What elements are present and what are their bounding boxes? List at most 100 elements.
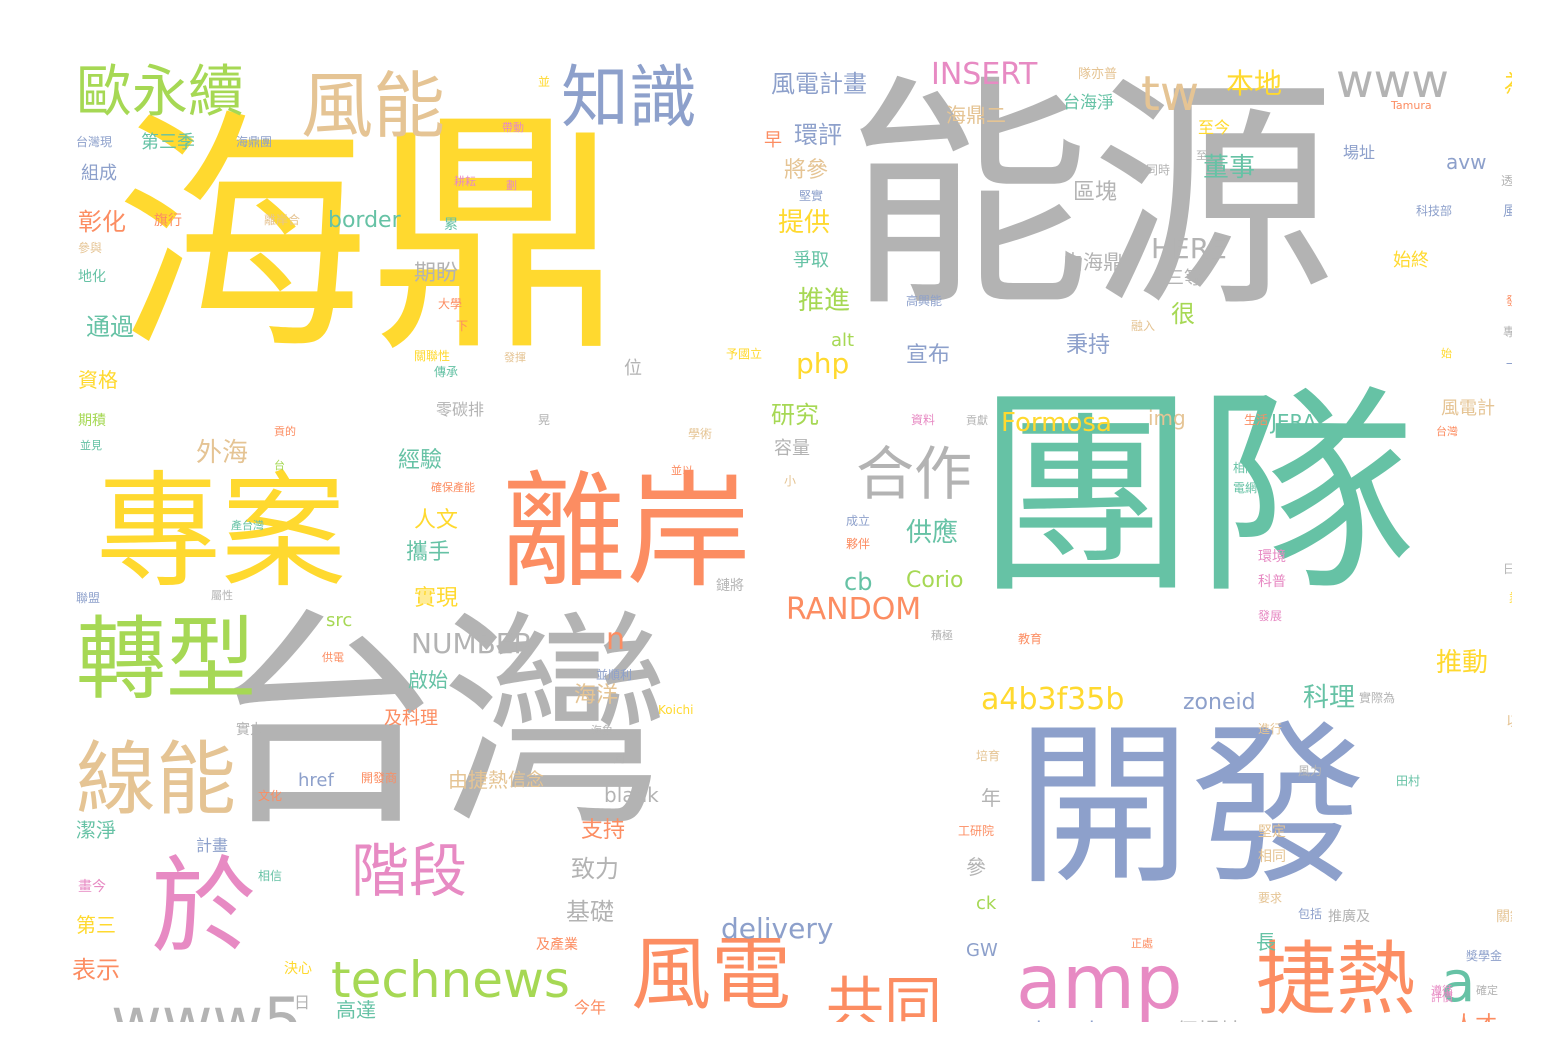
- cloud-word: 關鍵: [1496, 909, 1512, 925]
- cloud-word: 容量: [774, 438, 810, 459]
- cloud-word: 海洋: [574, 683, 619, 708]
- cloud-word: 風電計: [1441, 398, 1495, 419]
- cloud-word: 啟始: [408, 668, 448, 692]
- cloud-word: 推進: [798, 286, 851, 316]
- cloud-word: 零碳排: [436, 400, 485, 419]
- cloud-word: ck: [976, 893, 997, 914]
- cloud-word: 海鼎二: [946, 103, 1006, 127]
- cloud-word: 表示: [72, 956, 120, 984]
- cloud-word: 團隊: [976, 367, 1417, 623]
- cloud-word: zoneid: [1183, 690, 1256, 715]
- cloud-word: 及產業: [536, 937, 578, 953]
- cloud-word: 發揮: [504, 351, 526, 364]
- cloud-word: 一同: [601, 751, 626, 765]
- cloud-word: 早: [764, 130, 782, 151]
- cloud-word: 參與: [78, 241, 103, 255]
- cloud-word: HERE: [1151, 232, 1227, 265]
- cloud-word: 始: [1441, 347, 1452, 360]
- cloud-word: 學術: [688, 427, 713, 441]
- cloud-word: 供應: [906, 518, 959, 548]
- cloud-word: 信念: [508, 770, 544, 791]
- cloud-word: 海鼎團: [236, 135, 273, 149]
- cloud-word: 本地: [1226, 67, 1283, 100]
- cloud-word: 發展: [1258, 609, 1283, 623]
- cloud-word: 成立: [846, 514, 871, 528]
- cloud-word: 並見: [80, 439, 102, 452]
- cloud-word: 包括: [1298, 907, 1323, 921]
- cloud-word: 確保產能: [431, 481, 475, 494]
- cloud-word: 耕耘: [454, 175, 476, 188]
- cloud-word: 劃: [506, 179, 517, 192]
- cloud-word: href: [298, 770, 334, 791]
- cloud-word: 由捷熱: [448, 768, 508, 792]
- cloud-word: 隊亦普: [1078, 67, 1118, 82]
- cloud-word: NUMBER: [411, 627, 533, 660]
- cloud-word: 透過: [1501, 174, 1512, 188]
- cloud-word: 及科理: [384, 708, 438, 729]
- cloud-word: 致力: [571, 855, 619, 883]
- cloud-word: 線能: [76, 733, 236, 826]
- cloud-word: 小: [784, 474, 797, 488]
- cloud-word: 彰化: [78, 208, 126, 236]
- cloud-word: 開發: [1016, 706, 1366, 909]
- cloud-word: 實現: [414, 586, 459, 611]
- cloud-word: 由海鼎: [1063, 250, 1123, 274]
- cloud-word: a: [1441, 950, 1476, 1015]
- cloud-word: 遵循: [1431, 984, 1453, 997]
- cloud-word: 台灣現: [76, 135, 113, 149]
- cloud-word: 參: [966, 855, 986, 879]
- cloud-word: 潔淨: [76, 818, 116, 842]
- cloud-word: 場址: [1343, 143, 1376, 162]
- cloud-word: www: [1336, 54, 1449, 108]
- cloud-word: src: [326, 610, 353, 631]
- cloud-word: 環評: [794, 121, 842, 149]
- cloud-word: 專注: [1503, 325, 1512, 339]
- cloud-word: 至: [1196, 149, 1207, 162]
- cloud-word: 推廣及: [1328, 909, 1370, 925]
- cloud-word: 資料: [911, 413, 936, 427]
- cloud-word: tw: [1141, 66, 1200, 122]
- cloud-word: 相同: [1258, 849, 1286, 865]
- cloud-word: 宣布: [906, 343, 951, 368]
- cloud-word: a4b3f35b: [981, 682, 1125, 717]
- cloud-word: 海鼎: [114, 89, 625, 386]
- cloud-word: 專案: [96, 460, 346, 605]
- cloud-word: 實力: [236, 722, 264, 738]
- cloud-word: 日: [294, 993, 311, 1012]
- cloud-word: 評價: [1431, 991, 1453, 1004]
- cloud-word: 教育: [1018, 632, 1043, 646]
- cloud-word: 能源: [846, 55, 1336, 340]
- cloud-word: 實際為: [1359, 691, 1396, 705]
- cloud-word: 於: [151, 846, 257, 968]
- cloud-word: 攜手: [406, 540, 451, 565]
- cloud-word: 風電計畫: [771, 70, 867, 98]
- cloud-word: 積極: [931, 629, 953, 642]
- cloud-word: 捷熱: [1256, 933, 1416, 1022]
- cloud-word: 支持: [581, 818, 626, 843]
- cloud-word: 一路: [1506, 358, 1512, 370]
- cloud-word: 以長: [1506, 715, 1512, 729]
- cloud-word: 同時: [1146, 163, 1171, 177]
- cloud-word: 相關: [1233, 461, 1258, 475]
- cloud-word: 台灣: [1436, 425, 1458, 438]
- cloud-word: RANDOM: [786, 592, 922, 627]
- cloud-word: 地化: [78, 269, 106, 285]
- cloud-word: 研究: [771, 401, 819, 429]
- cloud-word: 確定: [1476, 984, 1498, 997]
- cloud-word: GW: [966, 940, 998, 961]
- cloud-word: 工研院: [958, 824, 995, 838]
- cloud-word: php: [796, 347, 850, 380]
- cloud-word: 期盼: [414, 261, 459, 286]
- cloud-word: 基礎: [566, 898, 614, 926]
- cloud-word: www5: [111, 984, 303, 1023]
- cloud-word: 田村: [1396, 774, 1421, 788]
- cloud-word: 累: [444, 217, 458, 233]
- cloud-word: 始終: [1393, 250, 1429, 271]
- cloud-word: amp: [1016, 938, 1183, 1022]
- cloud-word: 發電: [1506, 295, 1512, 307]
- cloud-word: 融入: [1131, 319, 1156, 333]
- cloud-word: 並: [538, 75, 551, 89]
- cloud-word: 知識: [561, 59, 698, 138]
- cloud-word: 傳承: [434, 365, 459, 379]
- cloud-word: 堅定: [1258, 824, 1286, 840]
